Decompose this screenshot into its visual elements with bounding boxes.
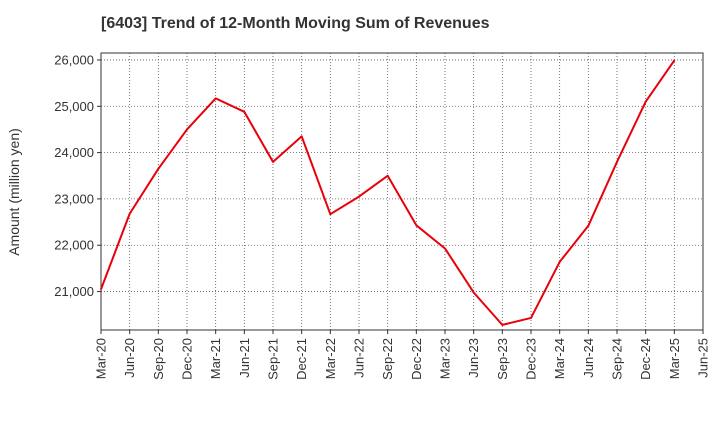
- data-point: [472, 291, 475, 294]
- x-tick-label: Jun-24: [581, 338, 596, 378]
- data-point: [214, 97, 217, 100]
- data-point: [501, 324, 504, 326]
- data-point: [100, 288, 102, 291]
- y-tick-label: 26,000: [54, 52, 94, 67]
- data-point: [386, 174, 389, 177]
- data-point: [272, 160, 274, 163]
- x-tick-label: Jun-22: [352, 338, 367, 378]
- data-point: [444, 247, 446, 250]
- x-tick-label: Jun-25: [696, 338, 711, 378]
- data-point: [616, 160, 618, 163]
- x-tick-label: Sep-20: [151, 338, 166, 380]
- x-tick-label: Dec-20: [180, 338, 195, 380]
- x-tick-label: Mar-20: [94, 338, 109, 379]
- x-tick-label: Dec-22: [409, 338, 424, 380]
- x-tick-label: Dec-24: [638, 338, 653, 380]
- data-point: [415, 224, 418, 227]
- data-point: [530, 317, 532, 319]
- chart-title: [6403] Trend of 12-Month Moving Sum of R…: [101, 15, 490, 32]
- y-tick-label: 22,000: [54, 238, 94, 253]
- y-tick-label: 21,000: [54, 284, 94, 299]
- data-point: [587, 224, 590, 227]
- x-tick-label: Mar-21: [208, 338, 223, 379]
- x-tick-label: Jun-20: [122, 338, 137, 378]
- x-tick-label: Sep-24: [610, 338, 625, 380]
- x-tick-label: Dec-21: [294, 338, 309, 380]
- x-tick-label: Sep-22: [380, 338, 395, 380]
- x-tick-label: Jun-21: [237, 338, 252, 378]
- y-tick-label: 24,000: [54, 145, 94, 160]
- plot-frame: [100, 52, 704, 331]
- data-point: [329, 213, 332, 216]
- x-tick-label: Mar-22: [323, 338, 338, 379]
- data-point: [243, 110, 246, 113]
- data-point: [128, 212, 131, 215]
- data-point: [157, 167, 160, 170]
- data-point: [358, 195, 360, 198]
- data-point: [300, 135, 303, 138]
- data-point: [186, 128, 188, 131]
- x-tick-label: Mar-23: [438, 338, 453, 379]
- x-tick-label: Mar-25: [667, 338, 682, 379]
- data-point: [644, 100, 647, 103]
- data-point: [558, 261, 561, 263]
- x-tick-label: Mar-24: [552, 338, 567, 379]
- x-tick-label: Dec-23: [524, 338, 539, 380]
- x-tick-label: Sep-23: [495, 338, 510, 380]
- series-line: [100, 59, 676, 326]
- y-tick-label: 23,000: [54, 191, 94, 206]
- x-tick-label: Jun-23: [466, 338, 481, 378]
- data-point: [673, 59, 676, 62]
- y-tick-label: 25,000: [54, 99, 94, 114]
- x-tick-label: Sep-21: [266, 338, 281, 380]
